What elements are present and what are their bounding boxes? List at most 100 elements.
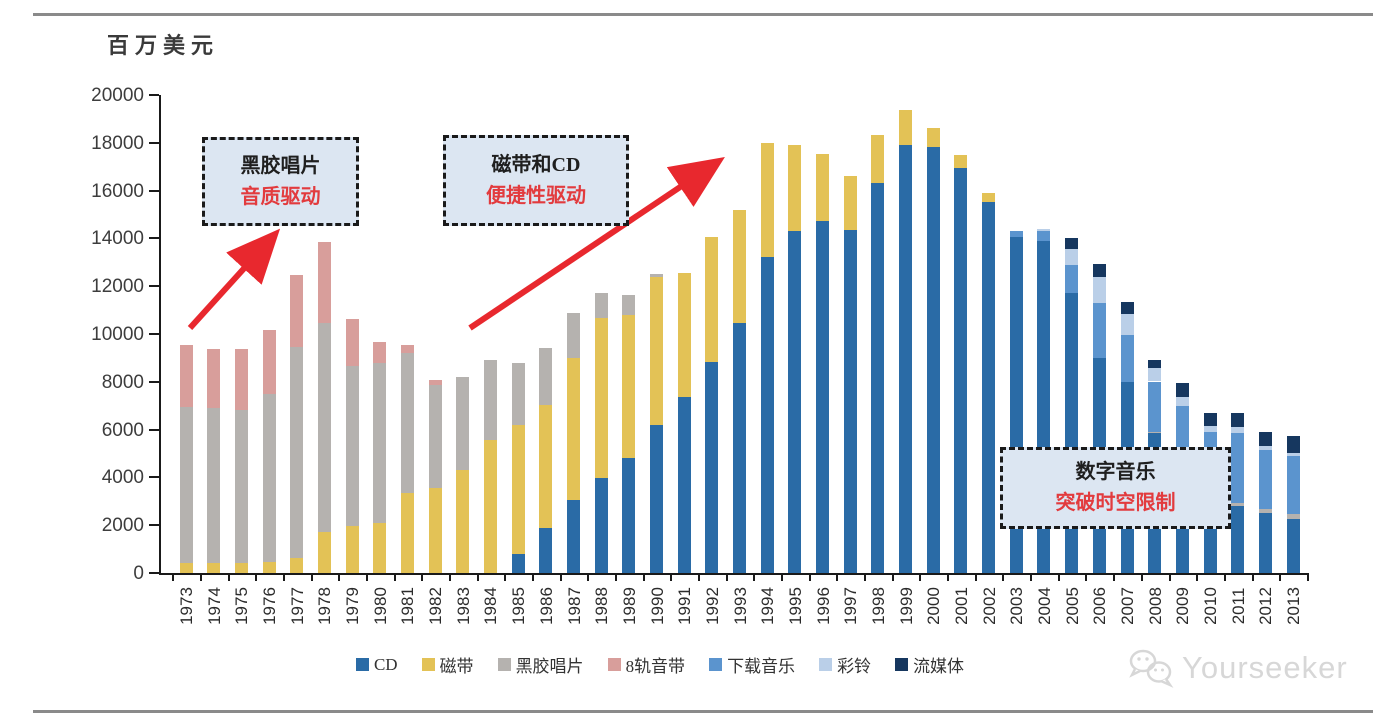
bar-1992-磁带 — [705, 237, 719, 362]
bar-1977-8轨音带 — [290, 275, 304, 347]
bar-1985-黑胶唱片 — [511, 362, 525, 425]
bar-1984-磁带 — [483, 440, 497, 573]
legend-item-磁带: 磁带 — [421, 652, 474, 677]
bar-1975-黑胶唱片 — [234, 410, 248, 563]
bar-1974-磁带 — [207, 563, 221, 573]
x-tick — [919, 575, 922, 581]
x-year-label-2004: 2004 — [1034, 587, 1054, 625]
bar-1991-CD — [677, 397, 691, 573]
bar-1973-黑胶唱片 — [179, 406, 193, 563]
bar-1999-磁带 — [899, 110, 913, 145]
bar-1983-磁带 — [456, 470, 470, 573]
x-axis-line — [159, 573, 1309, 575]
bar-2008-下载音乐 — [1148, 381, 1162, 432]
x-year-label-1995: 1995 — [785, 587, 805, 625]
x-tick — [1140, 575, 1143, 581]
callout-vinyl: 黑胶唱片 音质驱动 — [202, 137, 359, 226]
bar-1992-CD — [705, 362, 719, 573]
bar-1979-8轨音带 — [345, 318, 359, 366]
bar-1988-磁带 — [594, 318, 608, 478]
x-year-label-1977: 1977 — [287, 587, 307, 625]
y-tick-label: 0 — [133, 563, 144, 584]
x-tick — [1002, 575, 1005, 581]
bar-2005-CD — [1065, 293, 1079, 573]
callout-cassette-cd: 磁带和CD 便捷性驱动 — [443, 135, 629, 226]
x-year-label-1989: 1989 — [619, 587, 639, 625]
bar-1999-CD — [899, 145, 913, 573]
x-tick — [227, 575, 230, 581]
bar-1980-黑胶唱片 — [373, 363, 387, 524]
bar-1978-8轨音带 — [317, 242, 331, 323]
x-tick — [1196, 575, 1199, 581]
bar-2001-CD — [954, 167, 968, 573]
bar-1993-CD — [733, 323, 746, 573]
legend-swatch-icon — [355, 658, 369, 671]
bar-1976-磁带 — [262, 562, 276, 573]
x-tick — [1113, 575, 1116, 581]
bar-1986-磁带 — [539, 405, 553, 529]
y-tick-label: 8000 — [101, 371, 144, 393]
bar-1975-8轨音带 — [234, 349, 248, 410]
bar-2000-磁带 — [926, 128, 940, 148]
bar-1981-磁带 — [400, 492, 414, 573]
bar-1993-磁带 — [733, 210, 746, 323]
bar-1988-黑胶唱片 — [594, 292, 608, 318]
bar-2010-流媒体 — [1203, 413, 1217, 427]
legend-item-8轨音带: 8轨音带 — [607, 652, 685, 677]
bar-1989-黑胶唱片 — [622, 295, 636, 316]
bar-1987-CD — [567, 500, 580, 573]
bar-1987-磁带 — [567, 358, 580, 501]
x-year-label-2008: 2008 — [1145, 587, 1165, 625]
bar-1996-CD — [816, 221, 829, 573]
x-year-label-1980: 1980 — [370, 587, 390, 625]
bar-2013-CD — [1286, 519, 1300, 573]
legend-swatch-icon — [709, 658, 723, 671]
legend-item-流媒体: 流媒体 — [895, 652, 964, 677]
x-tick — [864, 575, 866, 581]
bar-2002-磁带 — [982, 192, 996, 203]
x-tick — [531, 575, 534, 581]
x-year-label-2007: 2007 — [1118, 587, 1137, 625]
legend-label: 黑胶唱片 — [515, 657, 584, 676]
legend-label: 流媒体 — [913, 657, 965, 676]
bar-2000-CD — [926, 147, 940, 573]
bar-2013-下载音乐 — [1286, 455, 1300, 515]
x-year-label-2000: 2000 — [924, 587, 944, 625]
bar-2008-流媒体 — [1148, 360, 1162, 369]
bar-1984-黑胶唱片 — [483, 360, 497, 441]
bar-1980-磁带 — [373, 523, 387, 573]
bar-2001-磁带 — [954, 154, 968, 168]
bar-2003-下载音乐 — [1009, 231, 1023, 238]
legend-label: 彩铃 — [837, 657, 872, 676]
bar-1974-黑胶唱片 — [207, 408, 221, 563]
callout-vinyl-title: 黑胶唱片 — [240, 154, 321, 177]
bar-1973-8轨音带 — [179, 345, 193, 407]
bar-2009-彩铃 — [1175, 397, 1189, 407]
y-tick — [149, 237, 159, 240]
x-tick — [725, 575, 728, 581]
x-tick — [947, 575, 950, 581]
bar-1994-CD — [760, 257, 774, 573]
bar-1997-CD — [843, 230, 857, 573]
legend-label: 下载音乐 — [727, 657, 796, 676]
x-year-label-2001: 2001 — [951, 587, 971, 625]
bar-1997-磁带 — [843, 176, 857, 231]
x-tick — [365, 575, 368, 581]
x-tick — [282, 575, 285, 581]
bar-2008-彩铃 — [1148, 368, 1162, 382]
x-year-label-2012: 2012 — [1256, 587, 1276, 625]
bar-1990-黑胶唱片 — [650, 274, 663, 277]
x-tick — [448, 575, 451, 581]
bar-1986-CD — [539, 528, 553, 573]
bar-1976-8轨音带 — [262, 329, 276, 394]
bar-1990-CD — [650, 425, 663, 573]
bar-2004-下载音乐 — [1037, 231, 1051, 241]
bar-2004-彩铃 — [1037, 228, 1051, 232]
x-year-label-1978: 1978 — [315, 587, 335, 625]
watermark-text: Yourseeker — [1182, 650, 1348, 685]
bar-1988-CD — [594, 477, 608, 573]
bar-2011-彩铃 — [1231, 427, 1245, 433]
callout-vinyl-subtitle: 音质驱动 — [240, 185, 321, 208]
bar-2012-流媒体 — [1258, 431, 1272, 447]
x-tick — [753, 575, 756, 581]
